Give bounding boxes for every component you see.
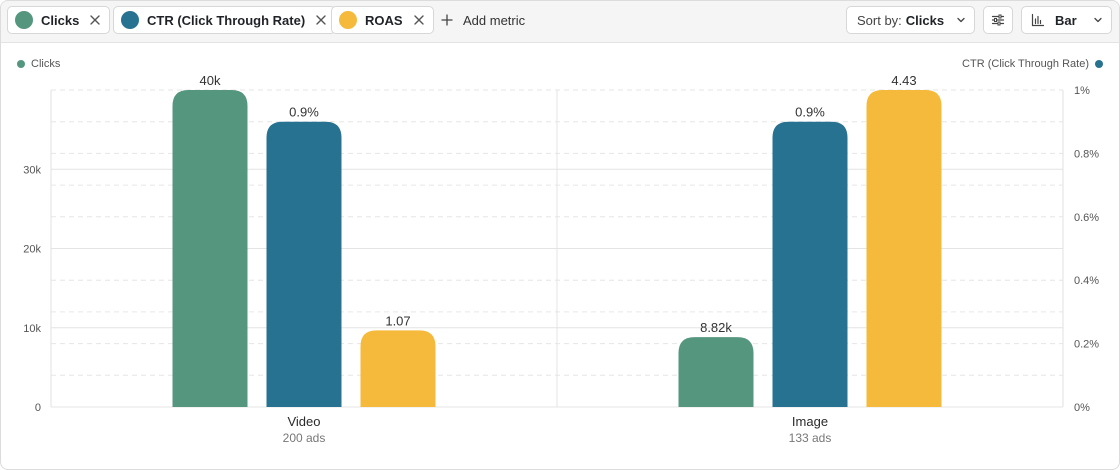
bar-ctr-image	[772, 121, 848, 407]
right-axis-tick-label: 0.4%	[1074, 275, 1099, 287]
chevron-down-icon	[957, 17, 965, 23]
bar-clicks-video	[172, 90, 248, 407]
right-axis-tick-label: 0.6%	[1074, 212, 1099, 224]
bar-chart-icon	[1031, 13, 1045, 27]
metric-chip-label: ROAS	[365, 12, 403, 28]
chevron-down-icon	[1094, 17, 1102, 23]
metric-color-dot	[121, 11, 139, 29]
legend-left-axis: Clicks	[17, 58, 60, 70]
right-axis-tick-label: 0.2%	[1074, 339, 1099, 351]
legend-dot	[1095, 60, 1103, 68]
bar-value-label: 40k	[200, 73, 221, 88]
metric-toolbar: Clicks CTR (Click Through Rate) ROAS Add…	[1, 1, 1119, 43]
bar-clicks-image	[678, 337, 754, 407]
close-icon[interactable]	[413, 14, 425, 26]
legend-dot	[17, 60, 25, 68]
bar-roas-video	[360, 330, 436, 407]
chart-settings-button[interactable]	[983, 6, 1013, 34]
left-axis-tick-label: 20k	[23, 244, 41, 256]
sort-dropdown[interactable]: Sort by: Clicks	[846, 6, 975, 34]
metric-chip-roas[interactable]: ROAS	[331, 6, 434, 34]
sliders-icon	[991, 14, 1005, 26]
legend-right-axis: CTR (Click Through Rate)	[962, 58, 1103, 70]
sort-prefix: Sort by:	[857, 12, 902, 28]
close-icon[interactable]	[315, 14, 327, 26]
category-sublabel: 133 ads	[789, 431, 832, 445]
right-axis-tick-label: 0.8%	[1074, 148, 1099, 160]
right-axis-tick-label: 1%	[1074, 85, 1090, 97]
legend-label: CTR (Click Through Rate)	[962, 58, 1089, 70]
category-label: Image	[792, 414, 828, 429]
metric-chip-clicks[interactable]: Clicks	[7, 6, 111, 34]
bar-ctr-video	[266, 121, 342, 407]
chart-type-dropdown[interactable]: Bar	[1021, 6, 1112, 34]
chart-type-value: Bar	[1055, 12, 1077, 28]
metric-chip-ctr[interactable]: CTR (Click Through Rate)	[113, 6, 337, 34]
metric-color-dot	[339, 11, 357, 29]
bar-value-label: 1.07	[385, 313, 410, 328]
left-axis-tick-label: 10k	[23, 323, 41, 335]
metric-chip-label: Clicks	[41, 12, 80, 28]
bar-value-label: 0.9%	[289, 105, 319, 120]
bar-value-label: 0.9%	[795, 105, 825, 120]
legend-label: Clicks	[31, 58, 61, 70]
add-metric-button[interactable]: Add metric	[441, 6, 525, 34]
category-sublabel: 200 ads	[283, 431, 326, 445]
bar-value-label: 8.82k	[700, 320, 732, 335]
close-icon[interactable]	[89, 14, 101, 26]
left-axis-tick-label: 30k	[23, 164, 41, 176]
metric-chip-label: CTR (Click Through Rate)	[147, 12, 306, 28]
category-label: Video	[287, 414, 320, 429]
plus-icon	[441, 14, 453, 26]
left-axis-tick-label: 0	[35, 402, 41, 414]
right-axis-tick-label: 0%	[1074, 402, 1090, 414]
bar-roas-image	[866, 90, 942, 407]
sort-value: Clicks	[905, 12, 945, 28]
metric-color-dot	[15, 11, 33, 29]
add-metric-label: Add metric	[463, 12, 526, 28]
bar-value-label: 4.43	[891, 73, 916, 88]
